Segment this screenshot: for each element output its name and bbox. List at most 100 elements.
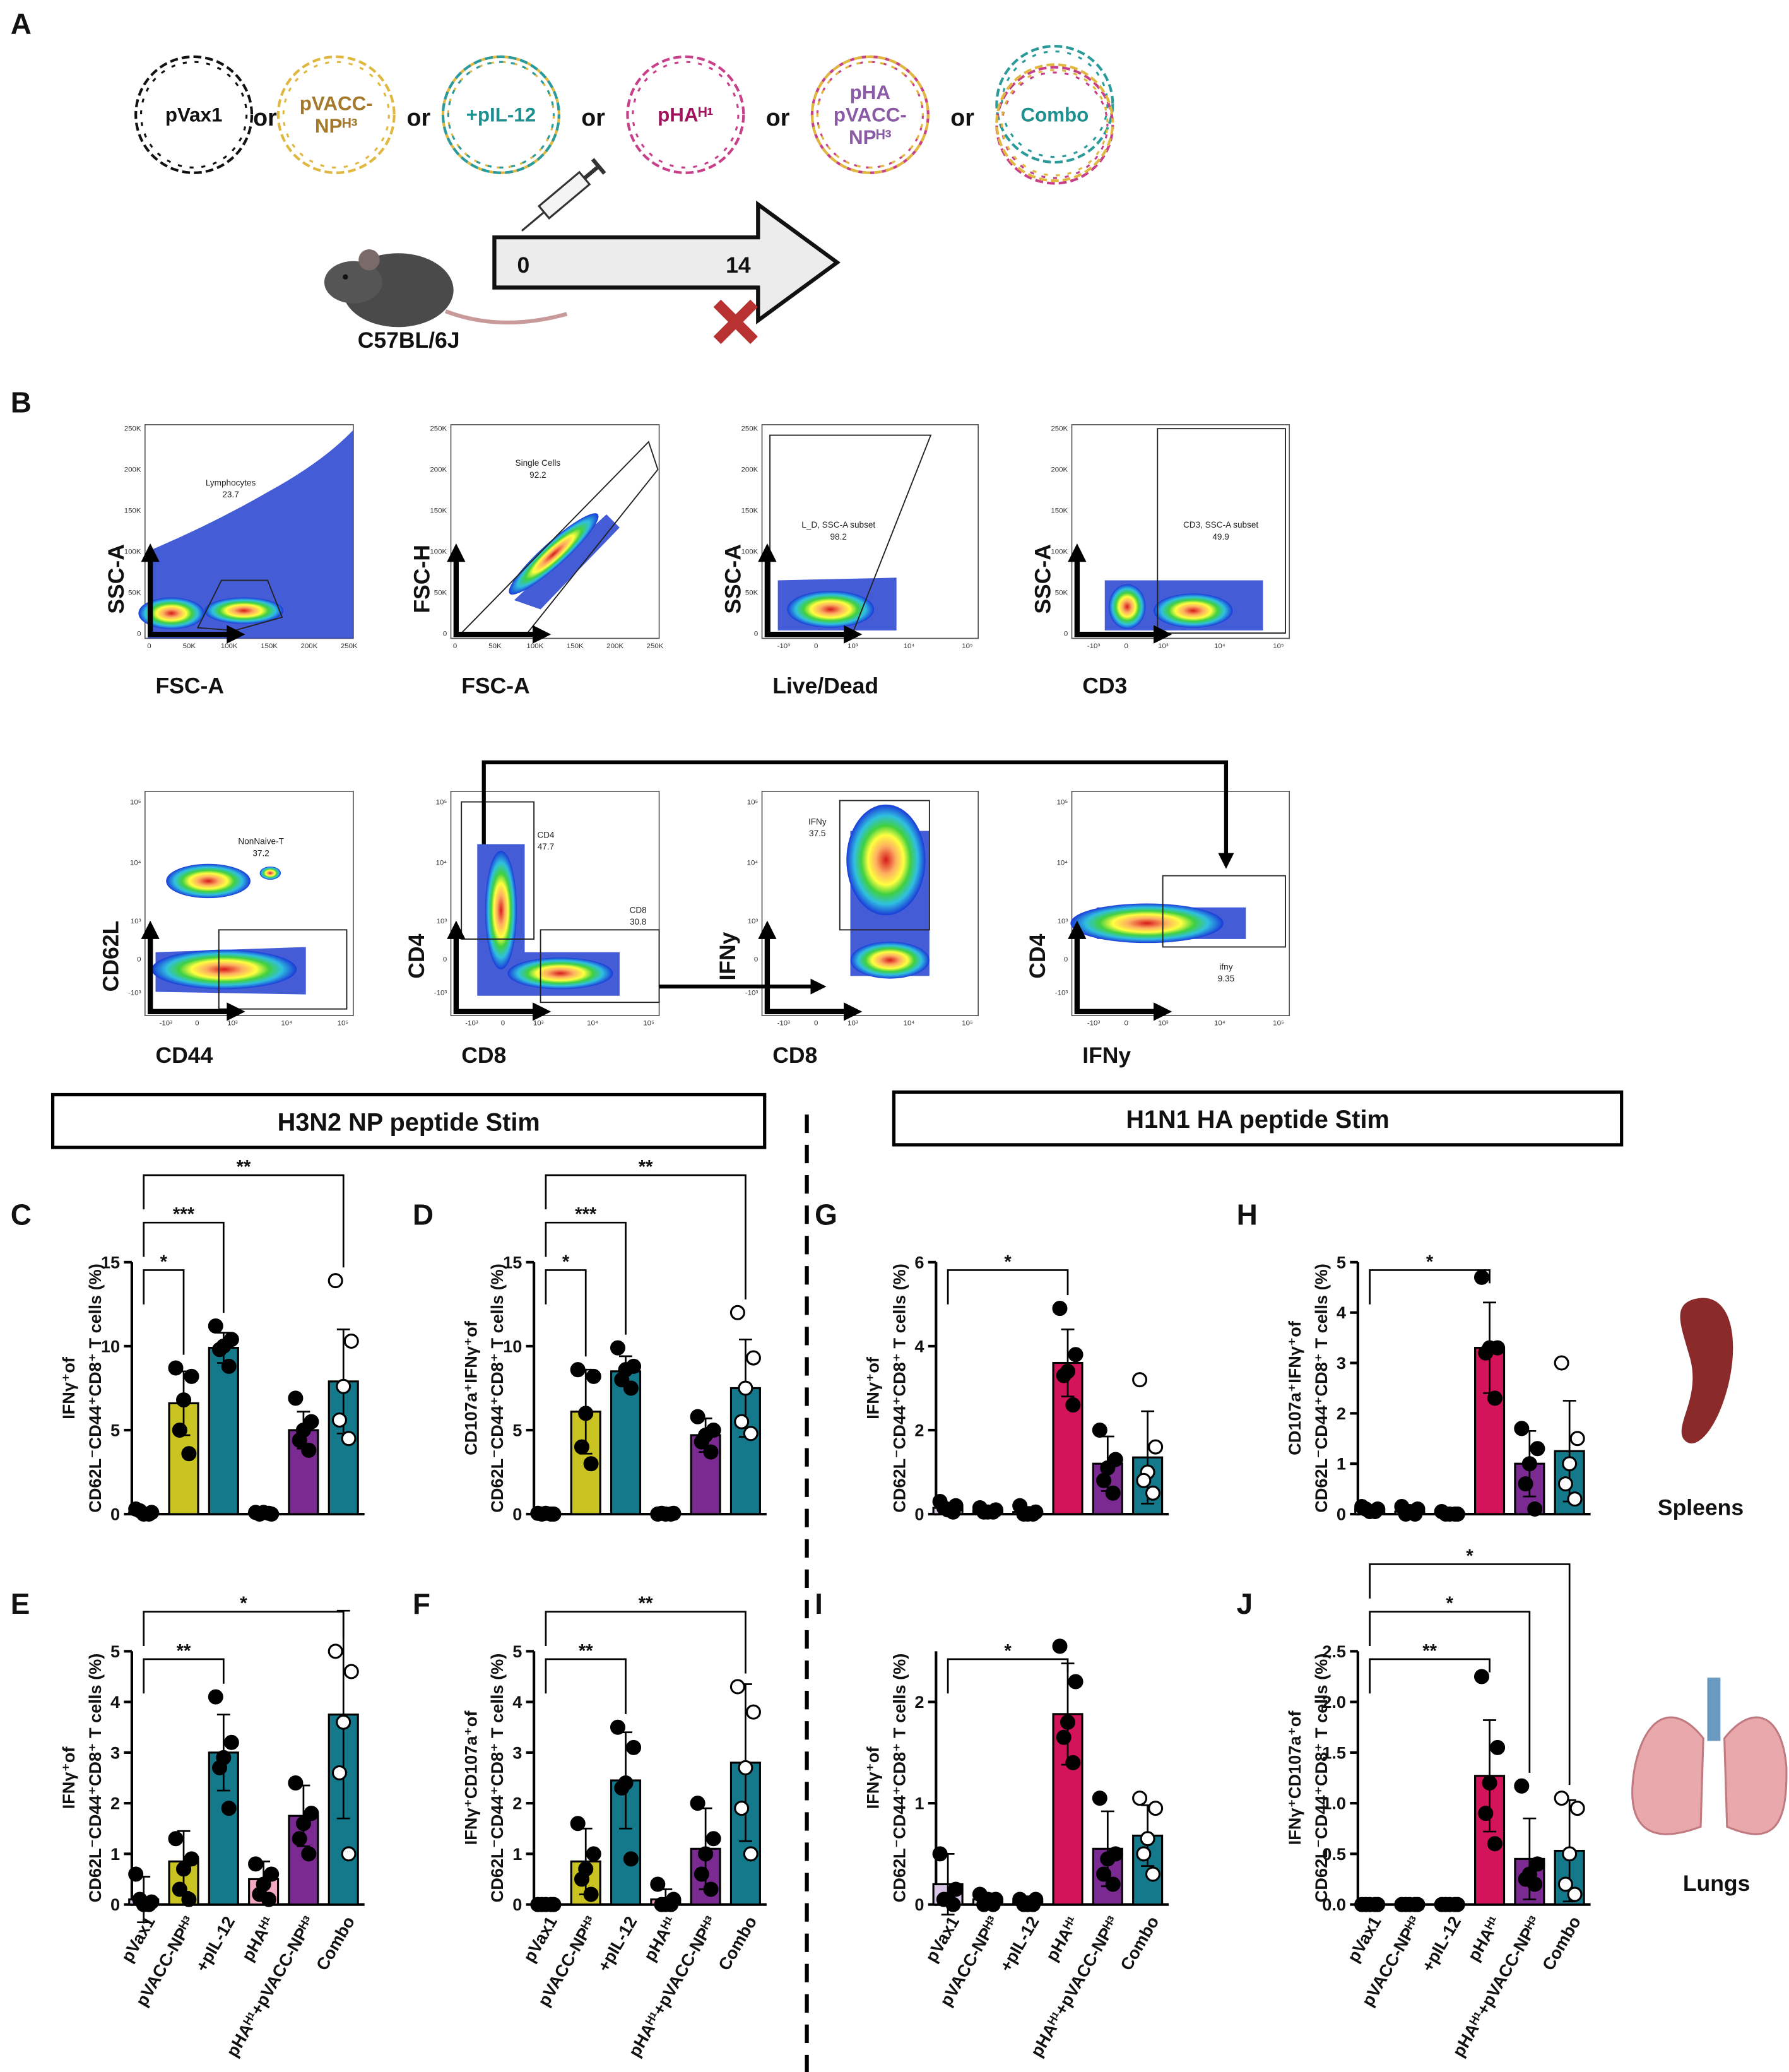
y-tick-label: 5: [1337, 1252, 1346, 1272]
data-point: [212, 1342, 228, 1358]
significance-bracket: [1369, 1269, 1491, 1305]
y-tick-label: -10³: [128, 990, 141, 997]
plasmid-label: pHAᴴ¹: [658, 104, 713, 126]
connector-label: or: [253, 104, 277, 131]
data-point: [341, 1431, 357, 1447]
gate-name: Lymphocytes: [206, 478, 256, 487]
data-point: [698, 1846, 714, 1862]
y-tick-label: 0.5: [1322, 1844, 1346, 1864]
plasmid-strand: [995, 63, 1114, 182]
flow-plot-frame: [1071, 791, 1290, 1016]
axis-arrowhead: [447, 920, 466, 939]
data-point: [1105, 1485, 1121, 1501]
data-point: [1527, 1876, 1543, 1892]
gate: [540, 929, 660, 1003]
data-point: [945, 1504, 961, 1520]
data-point: [301, 1442, 317, 1458]
x-tick-label: 250K: [647, 642, 664, 650]
data-point: [623, 1380, 639, 1396]
data-point: [734, 1414, 750, 1430]
data-point: [1056, 1368, 1072, 1383]
x-tick-label: Combo: [1538, 1913, 1585, 1974]
significance-label: *: [160, 1252, 168, 1272]
data-point: [343, 1664, 359, 1679]
flow-x-label: CD3: [1082, 673, 1127, 699]
y-tick-label: 1: [110, 1844, 120, 1864]
plasmid-strand: [276, 55, 396, 174]
data-point: [586, 1846, 601, 1862]
panel-label: D: [413, 1199, 434, 1231]
panel-label: F: [413, 1587, 430, 1620]
y-tick-label: 10³: [1058, 918, 1068, 925]
x-tick-label: 0: [814, 642, 818, 650]
data-point: [212, 1760, 228, 1775]
flow-x-label: CD8: [772, 1043, 817, 1068]
data-point: [328, 1273, 343, 1289]
data-point: [1025, 1507, 1041, 1522]
data-point: [1527, 1501, 1543, 1517]
x-tick-label: pVax1: [921, 1913, 963, 1966]
gate: [1157, 428, 1286, 634]
x-tick-label: -10³: [160, 1020, 173, 1027]
data-point: [1065, 1397, 1081, 1413]
gate-percent: 47.7: [538, 842, 554, 851]
connector-label: or: [581, 104, 605, 131]
y-tick-label: 150K: [741, 507, 758, 515]
data-point: [690, 1796, 706, 1811]
data-point: [1367, 1897, 1383, 1912]
x-tick-label: 10³: [847, 1020, 858, 1027]
data-point: [1145, 1485, 1160, 1501]
x-tick-label: 10⁴: [281, 1020, 292, 1027]
lung-icon: [1631, 1716, 1704, 1835]
panel-label: B: [11, 386, 32, 418]
data-point: [1567, 1491, 1583, 1507]
x-tick-label: 10⁵: [962, 642, 973, 650]
tissue-label: Spleens: [1658, 1495, 1744, 1520]
y-tick-label: 0: [512, 1505, 522, 1524]
gate-name: CD3, SSC-A subset: [1183, 520, 1258, 530]
event-cloud: [147, 430, 353, 639]
data-point: [574, 1439, 589, 1455]
plasmid-strand: [139, 61, 248, 169]
x-tick-label: 10³: [1158, 642, 1169, 650]
data-point: [172, 1422, 187, 1438]
y-tick-label: 15: [503, 1252, 522, 1272]
event-density: [846, 804, 926, 916]
y-tick-label: 5: [110, 1420, 120, 1440]
significance-bracket: [143, 1611, 345, 1647]
data-point: [578, 1406, 594, 1421]
y-tick-label: 2: [110, 1794, 120, 1813]
y-tick-label: 5: [110, 1642, 120, 1661]
x-tick-label: pHAᴴ¹: [1463, 1913, 1504, 1965]
axis-arrowhead: [758, 920, 777, 939]
plasmid-strand: [1001, 69, 1109, 177]
data-point: [1092, 1422, 1107, 1438]
data-point: [223, 1734, 239, 1750]
y-tick-label: 1: [1337, 1454, 1346, 1474]
y-axis-label: CD62L⁻CD44⁺CD8⁺ T cells (%): [1311, 1654, 1331, 1903]
header-box: [50, 1092, 767, 1149]
plasmid-strand: [626, 55, 745, 174]
y-tick-label: 250K: [124, 425, 141, 433]
axis-arrow: [147, 933, 232, 1015]
significance-bracket: [947, 1269, 1069, 1305]
x-tick-label: 250K: [341, 642, 358, 650]
gate-name: Single Cells: [516, 458, 561, 468]
y-tick-label: 10⁵: [130, 799, 141, 807]
event-density: [1108, 584, 1146, 629]
y-tick-label: 10⁴: [130, 860, 141, 867]
x-tick-label: 10⁴: [1214, 1020, 1225, 1027]
endpoint-cross: [713, 299, 758, 345]
gate-percent: 98.2: [830, 532, 846, 542]
data-point: [221, 1801, 237, 1816]
flow-x-label: CD8: [461, 1043, 506, 1068]
y-tick-label: 250K: [741, 425, 758, 433]
significance-bracket: [143, 1174, 345, 1268]
y-tick-label: 2: [512, 1794, 522, 1813]
bar: [208, 1347, 239, 1515]
plasmid-label: pVACC-: [834, 104, 907, 126]
connector-label: or: [766, 104, 790, 131]
plasmid-label: NPᴴ³: [315, 115, 358, 137]
x-tick-label: -10³: [465, 1020, 478, 1027]
